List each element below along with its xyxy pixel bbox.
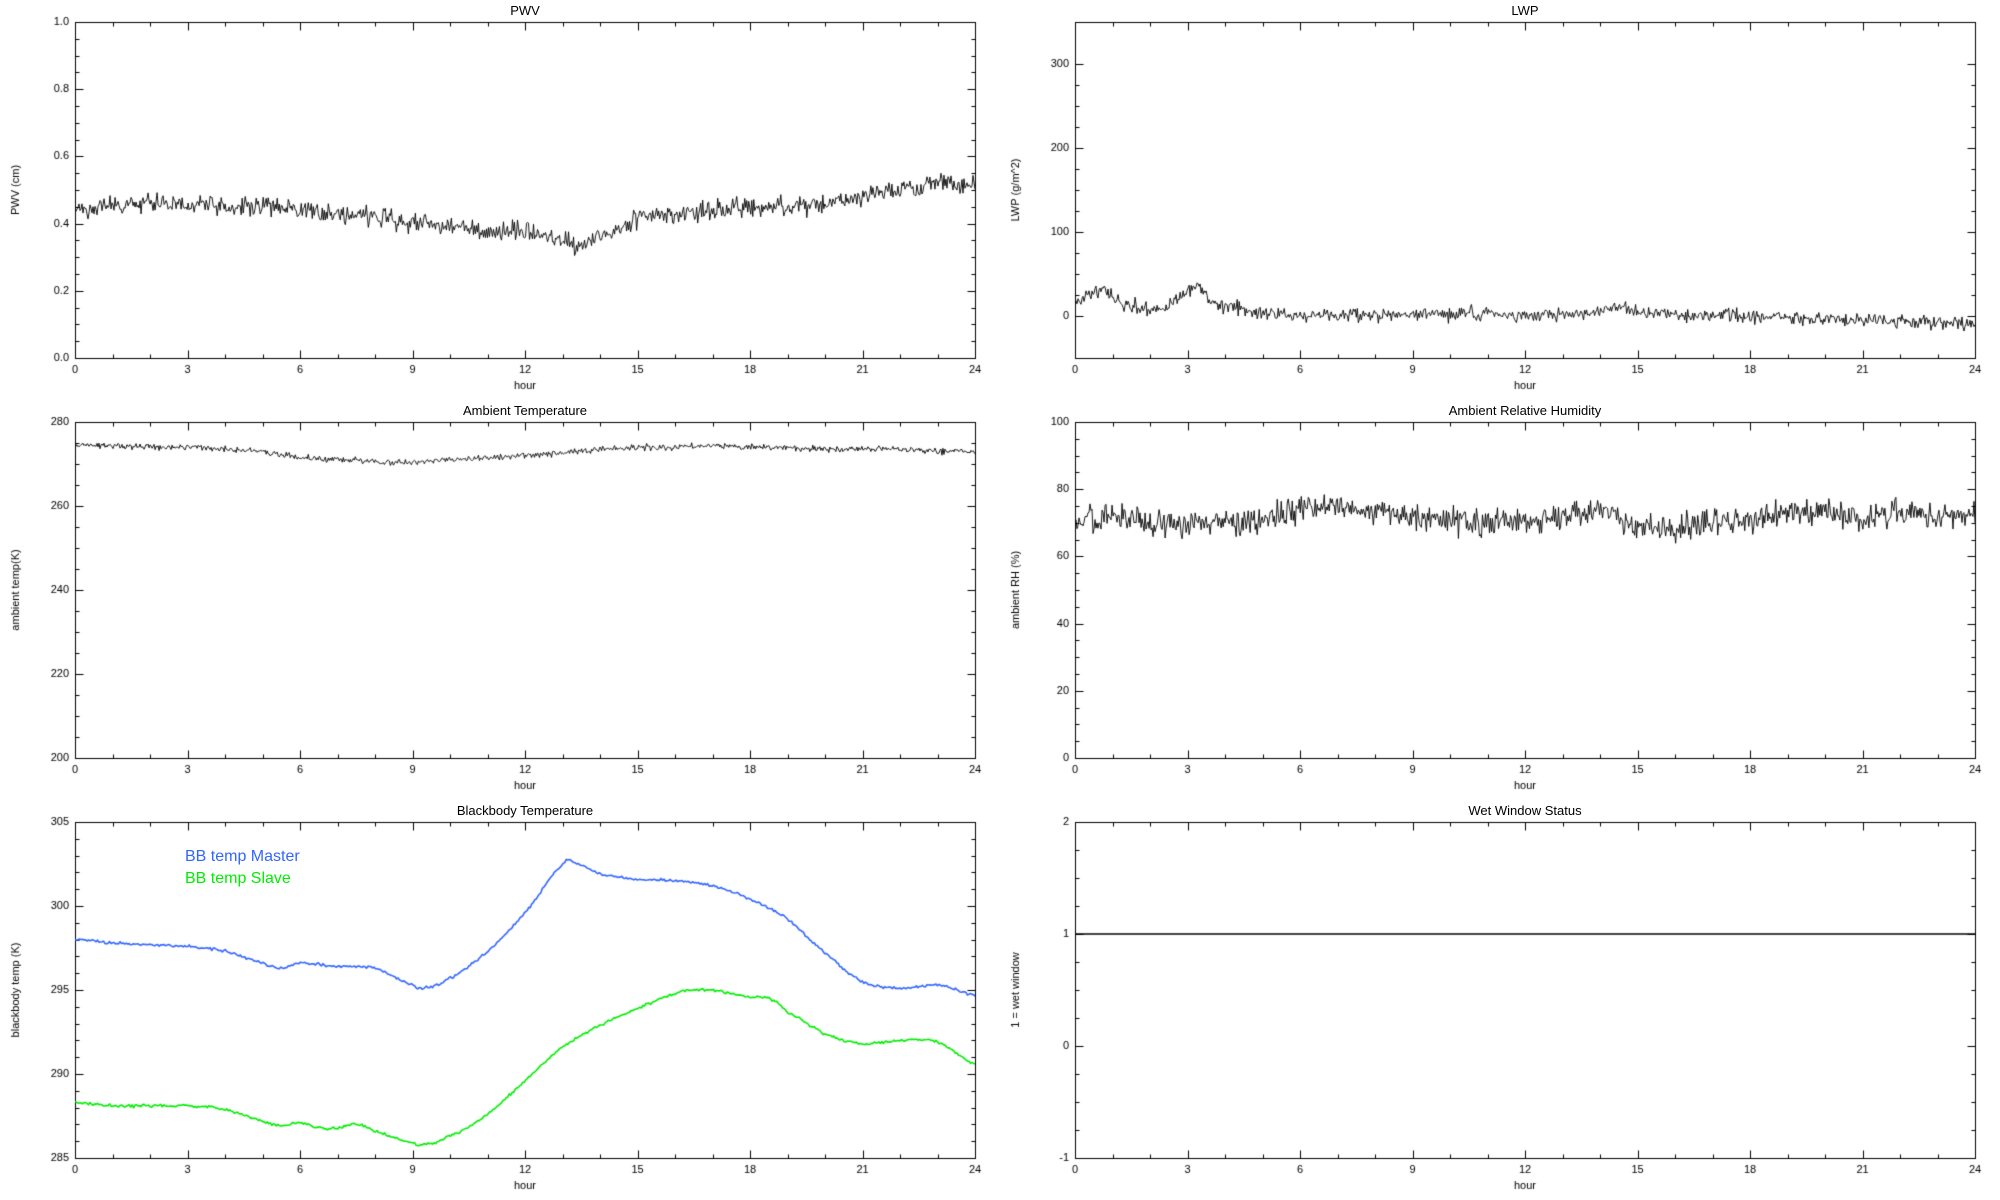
ambient-temperature-plot	[0, 400, 1000, 800]
pwv-plot	[0, 0, 1000, 400]
chart-panel-pwv: PWV	[0, 0, 1000, 400]
ambient-relative-humidity-plot	[1000, 400, 2000, 800]
blackbody-legend: BB temp Master BB temp Slave	[185, 846, 300, 890]
blackbody-temperature-plot	[0, 800, 1000, 1200]
chart-panel-blackbody-temperature: Blackbody Temperature BB temp Master BB …	[0, 800, 1000, 1200]
chart-title-lwp: LWP	[1511, 3, 1539, 18]
wet-window-status-plot	[1000, 800, 2000, 1200]
chart-panel-ambient-temperature: Ambient Temperature	[0, 400, 1000, 800]
chart-title-pwv: PWV	[510, 3, 540, 18]
legend-item-bb-temp-slave: BB temp Slave	[185, 870, 291, 887]
legend-item-bb-temp-master: BB temp Master	[185, 848, 300, 865]
chart-panel-lwp: LWP	[1000, 0, 2000, 400]
chart-panel-wet-window-status: Wet Window Status	[1000, 800, 2000, 1200]
lwp-plot	[1000, 0, 2000, 400]
chart-title-wet-window-status: Wet Window Status	[1468, 803, 1582, 818]
chart-title-ambient-relative-humidity: Ambient Relative Humidity	[1448, 403, 1602, 418]
chart-title-ambient-temperature: Ambient Temperature	[462, 403, 588, 418]
chart-title-blackbody-temperature: Blackbody Temperature	[456, 803, 594, 818]
chart-panel-ambient-relative-humidity: Ambient Relative Humidity	[1000, 400, 2000, 800]
